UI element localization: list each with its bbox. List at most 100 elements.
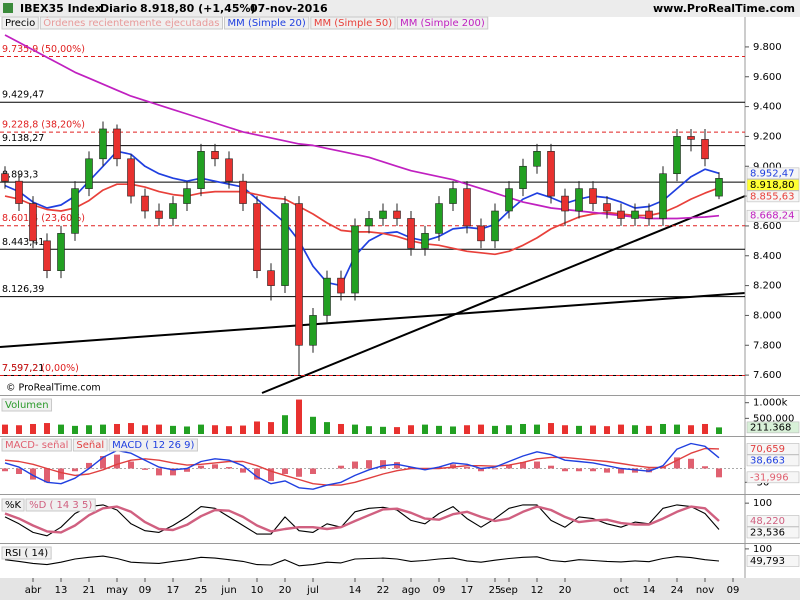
volume-bar <box>72 425 78 434</box>
x-tick-label: ago <box>402 585 421 596</box>
legend-label: MACD ( 12 26 9) <box>112 440 194 451</box>
y-tick-label: 9.800 <box>753 42 782 53</box>
x-tick-label: abr <box>25 585 42 596</box>
candle-body <box>505 188 513 212</box>
candle-body <box>645 210 653 219</box>
candle-body <box>281 203 289 286</box>
macd-line <box>4 447 720 486</box>
histogram-bar <box>394 462 400 469</box>
y-tick-label: 100 <box>753 498 772 509</box>
y-tick-label: 9.400 <box>753 102 782 113</box>
histogram-bar <box>646 468 652 473</box>
candle-body <box>659 173 667 219</box>
volume-bar <box>394 427 400 434</box>
legend-label: MM (Simple 50) <box>314 18 392 29</box>
legend-box <box>108 438 198 452</box>
trend-line <box>261 195 746 394</box>
candle-body <box>477 225 485 242</box>
histogram-bar <box>450 464 456 469</box>
volume-bar <box>58 424 64 434</box>
candle-body <box>1 173 9 182</box>
candle-body <box>561 195 569 212</box>
histogram-bar <box>506 464 512 469</box>
histogram-bar <box>338 465 344 469</box>
y-tick-label: 7.600 <box>753 370 782 381</box>
value-label: 48,220 <box>750 516 785 527</box>
volume-bar <box>142 425 148 434</box>
histogram-bar <box>198 465 204 469</box>
x-tick-label: 13 <box>55 585 68 596</box>
candle-body <box>687 136 695 140</box>
volume-bar <box>198 424 204 434</box>
volume-bar <box>618 424 624 434</box>
legend-label: Órdenes recientemente ejecutadas <box>43 16 219 29</box>
candle-body <box>183 188 191 204</box>
volume-bar <box>296 399 302 434</box>
x-tick-label: 25 <box>489 585 502 596</box>
histogram-bar <box>534 461 540 469</box>
level-label: 8.893,3 <box>2 170 38 181</box>
volume-bar <box>450 426 456 434</box>
candle-body <box>575 188 583 212</box>
legend-box <box>310 16 396 30</box>
candle-body <box>379 210 387 219</box>
volume-bar <box>422 424 428 434</box>
candle-body <box>337 277 345 294</box>
level-label: 8.601,4 (23,60%) <box>2 213 85 224</box>
histogram-bar <box>2 468 8 472</box>
candle-body <box>113 128 121 160</box>
histogram-bar <box>716 468 722 478</box>
indicator-line <box>4 505 720 534</box>
y-tick-label: 8.600 <box>753 221 782 232</box>
x-tick-label: 17 <box>167 585 180 596</box>
candle-body <box>351 225 359 294</box>
legend-box <box>72 438 108 452</box>
histogram-bar <box>296 468 302 477</box>
histogram-bar <box>282 468 288 474</box>
candle-body <box>295 203 303 346</box>
histogram-bar <box>156 468 162 476</box>
moving-average <box>4 34 720 220</box>
histogram-bar <box>254 468 260 480</box>
volume-bar <box>534 424 540 434</box>
volume-bar <box>114 423 120 434</box>
volume-bar <box>660 423 666 434</box>
y-tick-label: 8.400 <box>753 251 782 262</box>
volume-bar <box>282 415 288 434</box>
x-tick-label: 25 <box>195 585 208 596</box>
candle-body <box>617 210 625 219</box>
histogram-bar <box>590 468 596 472</box>
histogram-bar <box>674 457 680 469</box>
legend-box <box>1 438 72 452</box>
legend-box <box>224 16 310 30</box>
histogram-bar <box>58 468 64 480</box>
value-label: 211.368 <box>750 422 791 433</box>
volume-bar <box>506 425 512 434</box>
legend-box <box>396 16 489 30</box>
candle-body <box>239 180 247 204</box>
candle-body <box>169 203 177 219</box>
histogram-bar <box>702 466 708 469</box>
y-tick-label: 8.000 <box>753 310 782 321</box>
x-tick-label: 24 <box>671 585 684 596</box>
volume-bar <box>464 425 470 434</box>
x-tick-label: 09 <box>727 585 740 596</box>
volume-bar <box>436 425 442 434</box>
candle-body <box>253 203 261 271</box>
histogram-bar <box>380 460 386 469</box>
candle-body <box>85 158 93 189</box>
value-box <box>746 471 800 484</box>
legend-box <box>39 16 224 30</box>
legend-label: MM (Simple 200) <box>400 18 485 29</box>
x-tick-label: jun <box>220 585 236 596</box>
value-box <box>746 454 800 467</box>
volume-bar <box>44 423 50 434</box>
volume-bar <box>576 425 582 434</box>
x-tick-label: nov <box>696 585 714 596</box>
last-price: 8.918,80 (+1,45%) <box>140 2 256 15</box>
legend-label: Volumen <box>5 400 49 411</box>
volume-bar <box>170 425 176 434</box>
histogram-bar <box>604 468 610 473</box>
